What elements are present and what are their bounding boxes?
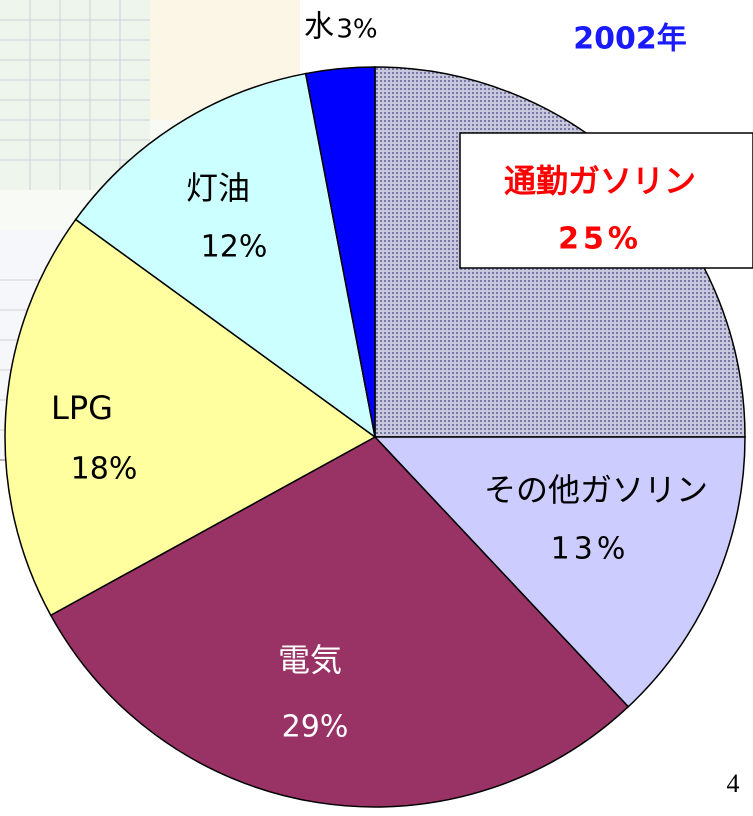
- page-number: 4: [727, 769, 740, 798]
- slide: 通勤ガソリン 25% その他ガソリン 13% 電気 29% LPG 18% 灯油 12% 水3% 2…: [0, 0, 753, 816]
- slice-value: 25%: [558, 222, 642, 257]
- slice-value: 13%: [551, 532, 630, 567]
- chart-title: 2002年: [573, 22, 687, 57]
- slice-value: 3%: [336, 15, 377, 45]
- slice-value: 29%: [282, 710, 349, 745]
- slice-name: 通勤ガソリン: [504, 162, 696, 200]
- slice-value: 12%: [201, 230, 268, 265]
- slice-name: LPG: [51, 389, 113, 427]
- slice-name: その他ガソリン: [484, 471, 708, 509]
- slice-name: 水: [304, 10, 334, 45]
- slice-name: 電気: [278, 641, 342, 679]
- slice-name: 灯油: [186, 169, 250, 207]
- slice-value: 18%: [71, 452, 138, 487]
